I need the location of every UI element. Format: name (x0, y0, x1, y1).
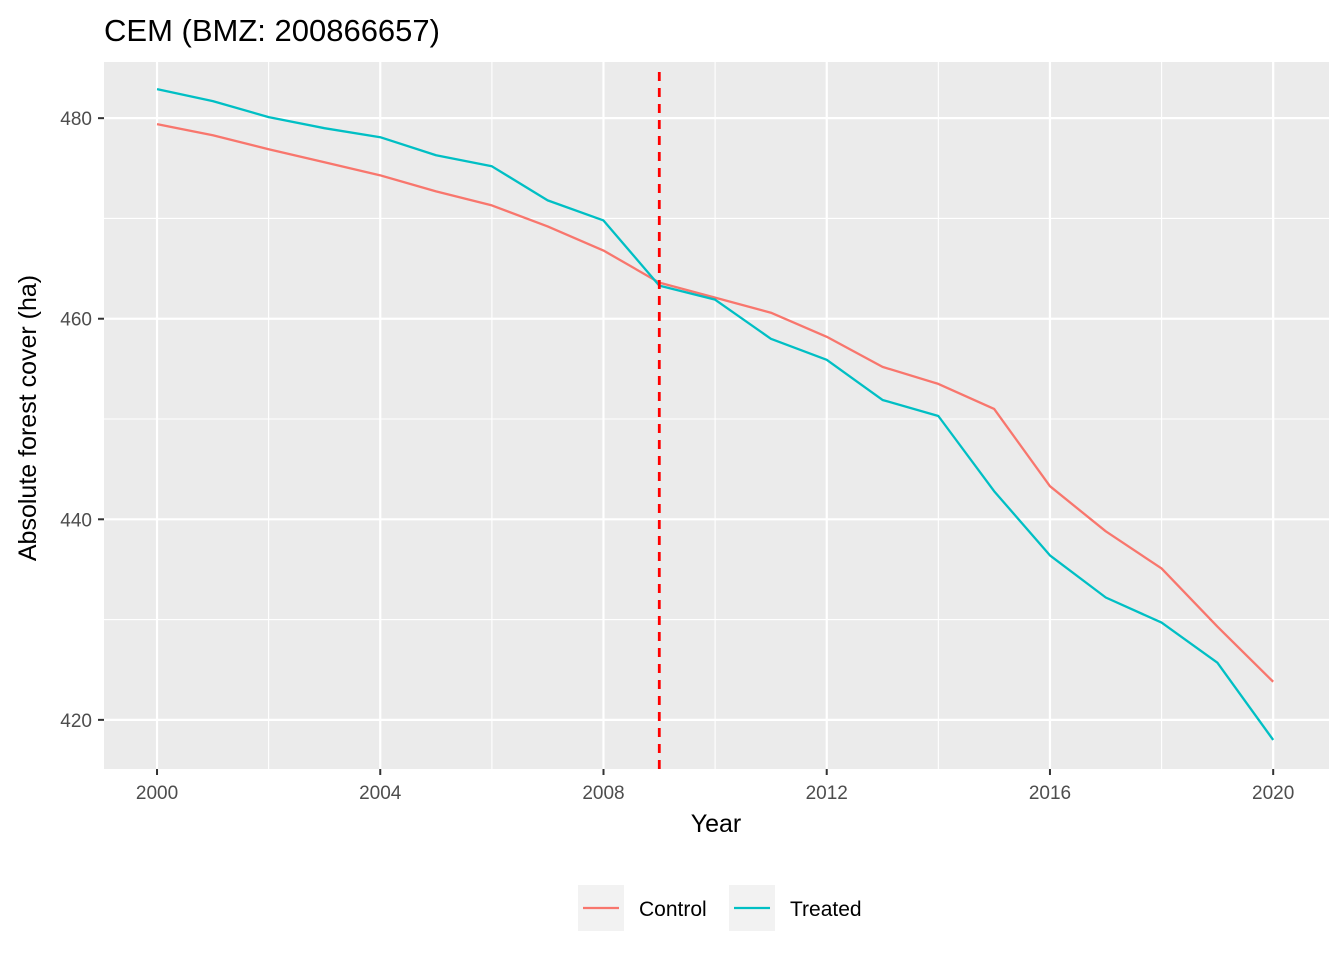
x-tick-label: 2012 (806, 783, 848, 804)
legend: Control Treated (578, 885, 862, 931)
x-tick-label: 2020 (1252, 783, 1294, 804)
legend-label-control: Control (639, 898, 707, 921)
y-tick-label: 420 (60, 711, 92, 732)
x-axis-title: Year (691, 810, 742, 838)
legend-label-treated: Treated (790, 898, 862, 921)
x-tick-label: 2004 (359, 783, 402, 804)
y-tick-label: 460 (60, 310, 92, 331)
plot-panel (104, 62, 1329, 769)
series-line-control (156, 123, 1274, 683)
y-tick-label: 440 (60, 510, 92, 531)
x-tick-label: 2000 (136, 783, 178, 804)
y-axis-title: Absolute forest cover (ha) (14, 275, 42, 561)
y-tick-label: 480 (60, 109, 92, 130)
x-axis: 2000 2004 2008 2012 2016 2020 (136, 769, 1294, 804)
x-tick-label: 2016 (1029, 783, 1071, 804)
x-tick-label: 2008 (582, 783, 624, 804)
chart-title: CEM (BMZ: 200866657) (104, 13, 440, 48)
y-axis: 420 440 460 480 (60, 109, 104, 732)
series-line-treated (156, 87, 1275, 741)
panel-background (104, 62, 1329, 769)
